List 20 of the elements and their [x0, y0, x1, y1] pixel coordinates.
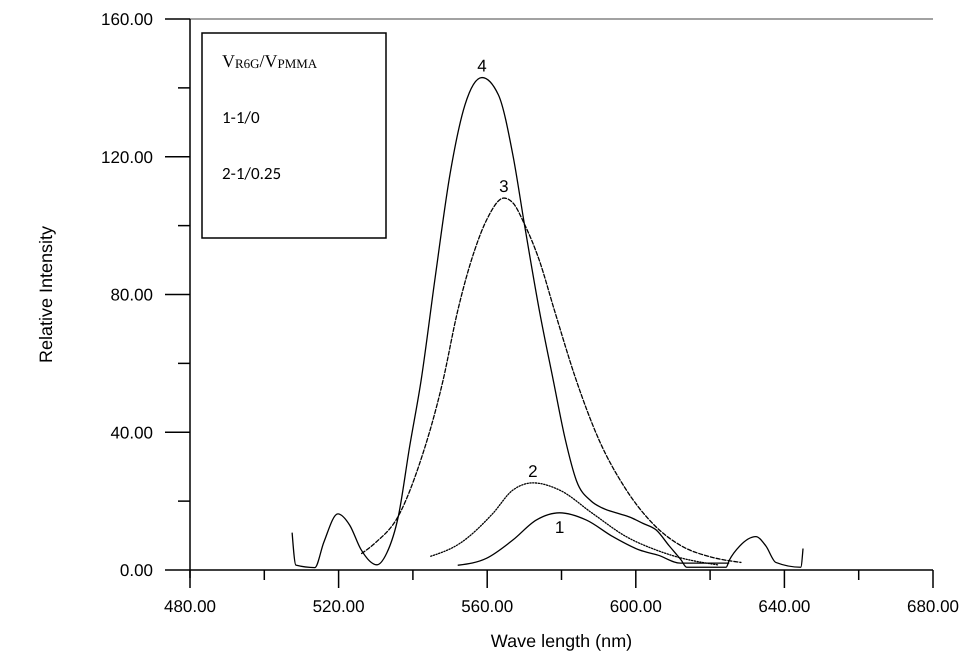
annotation: VR6G/VPMMA: [222, 51, 318, 71]
x-tick-label: 680.00: [907, 597, 959, 616]
series-label: 1: [554, 518, 564, 537]
y-tick-label: 0.00: [120, 561, 153, 580]
y-tick-label: 80.00: [110, 286, 153, 304]
y-tick-label: 40.00: [110, 423, 153, 442]
y-tick-label: 160.00: [101, 10, 153, 29]
x-tick-label: 640.00: [758, 597, 810, 616]
series-label: 2: [528, 462, 538, 481]
series-label: 3: [499, 177, 509, 196]
x-tick-label: 560.00: [461, 597, 514, 616]
x-axis-title: Wave length (nm): [490, 631, 632, 651]
series-label: 4: [477, 56, 487, 76]
y-axis-title: Relative Intensity: [36, 226, 56, 364]
x-tick-label: 600.00: [610, 597, 662, 616]
x-tick-label: 520.00: [312, 597, 365, 616]
x-tick-label: 480.00: [164, 597, 216, 616]
annotation: 2-1/0.25: [222, 163, 282, 184]
y-tick-label: 120.00: [101, 148, 153, 167]
annotation: 1-1/0: [222, 107, 260, 128]
